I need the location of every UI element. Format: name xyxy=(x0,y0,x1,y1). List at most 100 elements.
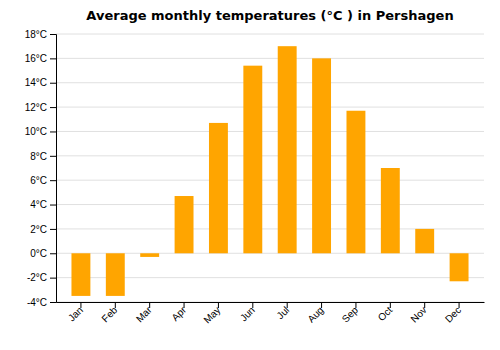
x-tick-label: Sep xyxy=(340,304,361,325)
x-tick-mark xyxy=(355,302,356,308)
y-tick-label: 0°C xyxy=(30,248,47,259)
x-tick: Sep xyxy=(340,302,361,325)
grid-line xyxy=(56,82,484,83)
x-tick-label: May xyxy=(201,304,222,325)
grid-line xyxy=(56,155,484,156)
y-tick-label: 10°C xyxy=(25,126,47,137)
grid xyxy=(56,34,484,302)
x-tick-mark xyxy=(321,302,322,308)
x-tick-mark xyxy=(184,302,185,308)
bar xyxy=(381,168,400,253)
x-tick: Nov xyxy=(408,302,428,325)
x-tick: May xyxy=(201,302,222,326)
y-tick: 4°C xyxy=(30,199,56,210)
grid-line xyxy=(56,302,484,303)
x-tick: Aug xyxy=(305,302,325,325)
x-tick-label: Feb xyxy=(99,304,119,324)
x-tick: Jun xyxy=(238,302,257,324)
y-tick-mark xyxy=(50,278,56,279)
x-tick: Mar xyxy=(134,302,154,324)
x-tick-mark xyxy=(80,302,81,308)
y-tick-mark xyxy=(50,107,56,108)
y-axis-line xyxy=(50,35,57,303)
bar xyxy=(209,123,228,253)
y-axis: -4°C -2°C 0°C 2°C 4°C 6°C 8°C 10°C 12°C 14°C 16°C 1… xyxy=(25,29,57,308)
y-tick-label: 12°C xyxy=(25,102,47,113)
x-tick-label: Dec xyxy=(443,304,463,324)
y-tick-mark xyxy=(50,156,56,157)
y-tick-mark xyxy=(50,302,56,303)
bar xyxy=(415,229,434,253)
y-tick-label: -2°C xyxy=(27,272,47,283)
y-tick: 16°C xyxy=(25,53,56,64)
x-tick-label: Aug xyxy=(305,304,325,324)
x-tick: Jan xyxy=(66,302,85,324)
grid-line xyxy=(56,204,484,205)
y-tick-mark xyxy=(50,229,56,230)
x-tick-mark xyxy=(459,302,460,308)
x-axis-line xyxy=(57,302,485,303)
bar xyxy=(346,111,365,254)
bar xyxy=(106,253,125,296)
title: Average monthly temperatures (°C ) in Pe… xyxy=(86,8,453,23)
bar xyxy=(243,66,262,254)
y-tick: 2°C xyxy=(30,224,56,235)
y-tick-label: 4°C xyxy=(30,199,47,210)
y-tick: 14°C xyxy=(25,77,56,88)
y-tick-label: 2°C xyxy=(30,224,47,235)
y-tick-mark xyxy=(50,205,56,206)
y-tick: 0°C xyxy=(30,248,56,259)
grid-line xyxy=(56,131,484,132)
bar xyxy=(175,196,194,253)
y-tick-mark xyxy=(50,131,56,132)
y-tick-label: -4°C xyxy=(27,297,47,308)
bar xyxy=(140,253,159,257)
x-tick: Apr xyxy=(169,302,188,323)
grid-line xyxy=(56,180,484,181)
y-tick-label: 14°C xyxy=(25,77,47,88)
x-tick-label: Jul xyxy=(274,304,291,321)
x-tick-mark xyxy=(424,302,425,308)
x-tick-mark xyxy=(390,302,391,308)
y-tick-label: 8°C xyxy=(30,151,47,162)
bar xyxy=(71,253,90,296)
x-tick-mark xyxy=(252,302,253,308)
y-tick-mark xyxy=(50,34,56,35)
y-tick: 18°C xyxy=(25,29,56,40)
bar xyxy=(312,58,331,253)
x-tick-label: Jun xyxy=(238,304,257,323)
x-axis: Jan Feb Mar Apr May Jun Jul Aug Sep Oct Nov Dec xyxy=(57,302,485,326)
grid-line xyxy=(56,107,484,108)
y-tick-mark xyxy=(50,253,56,254)
grid-line xyxy=(56,34,484,35)
x-tick-label: Jan xyxy=(66,304,85,323)
x-tick: Feb xyxy=(99,302,119,324)
x-tick-label: Nov xyxy=(408,304,428,324)
y-tick: -2°C xyxy=(27,272,56,283)
x-tick: Jul xyxy=(274,302,291,321)
y-tick: 12°C xyxy=(25,102,56,113)
y-tick-mark xyxy=(50,83,56,84)
y-tick-label: 16°C xyxy=(25,53,47,64)
x-tick-label: Oct xyxy=(376,304,395,323)
x-tick-mark xyxy=(149,302,150,308)
y-tick-mark xyxy=(50,180,56,181)
x-tick-mark xyxy=(287,302,288,308)
x-tick: Oct xyxy=(376,302,395,323)
y-tick-mark xyxy=(50,58,56,59)
x-tick-mark xyxy=(115,302,116,308)
bar xyxy=(450,253,469,281)
x-tick-mark xyxy=(218,302,219,308)
y-tick: 10°C xyxy=(25,126,56,137)
y-tick: -4°C xyxy=(27,297,56,308)
chart: -4°C -2°C 0°C 2°C 4°C 6°C 8°C 10°C 12°C 14°C 16°C 1… xyxy=(0,0,500,350)
y-tick-label: 18°C xyxy=(25,29,47,40)
x-tick: Dec xyxy=(443,302,463,325)
x-tick-label: Apr xyxy=(169,304,188,323)
grid-line xyxy=(56,58,484,59)
y-tick: 6°C xyxy=(30,175,56,186)
bar xyxy=(278,46,297,253)
y-tick-label: 6°C xyxy=(30,175,47,186)
y-tick: 8°C xyxy=(30,151,56,162)
plot-area xyxy=(71,46,468,296)
